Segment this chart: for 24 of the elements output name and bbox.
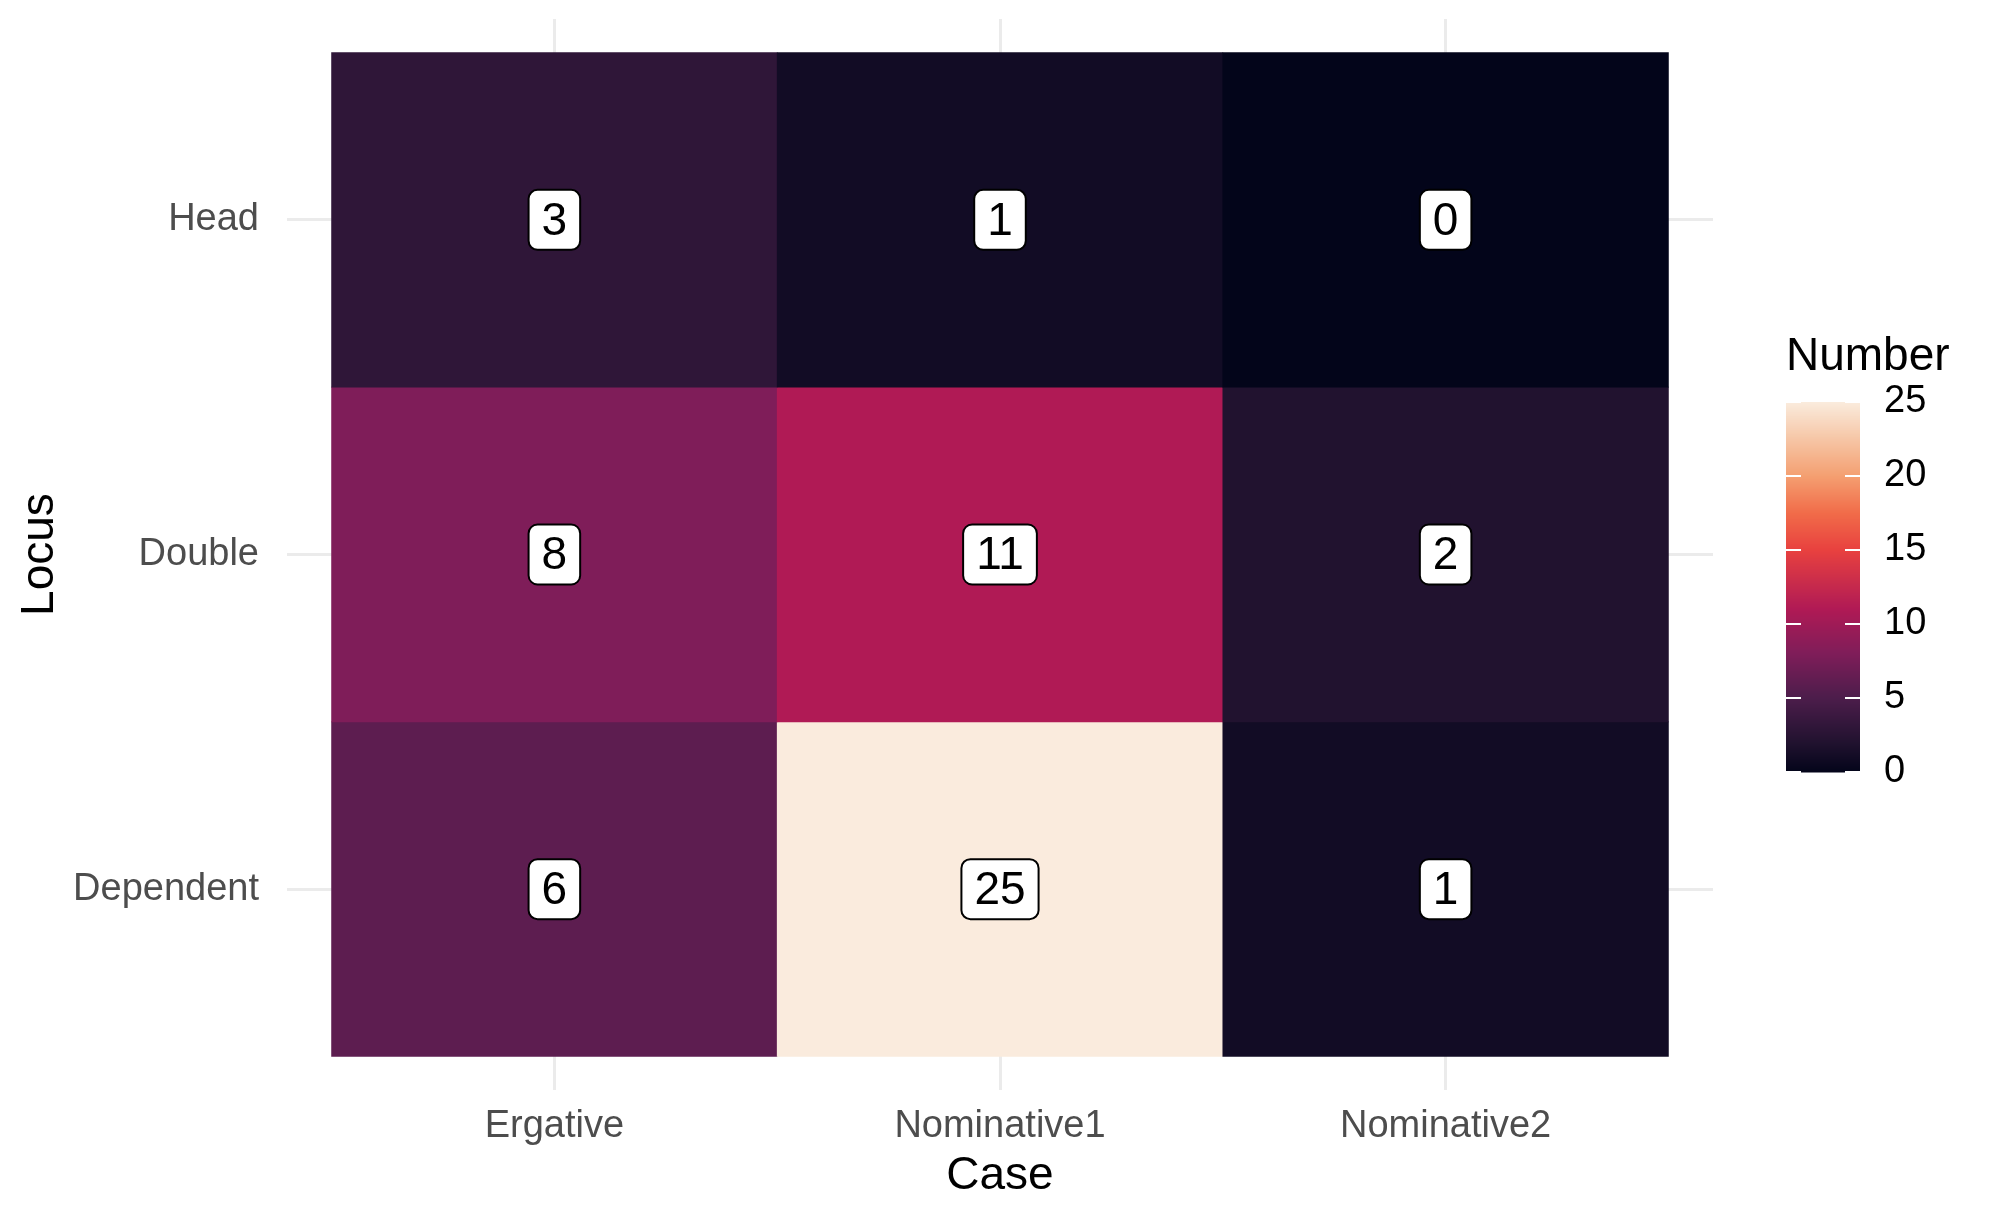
data-label: 0 bbox=[1432, 192, 1459, 245]
data-label: 3 bbox=[541, 192, 568, 245]
x-tick-label: Ergative bbox=[484, 1103, 625, 1146]
data-label: 1 bbox=[987, 192, 1013, 245]
color-bar-label: 15 bbox=[1884, 526, 1927, 569]
x-tick-label: Nominative1 bbox=[894, 1103, 1106, 1146]
color-bar-label: 10 bbox=[1884, 600, 1927, 643]
x-axis-title: Case bbox=[946, 1147, 1054, 1200]
data-label: 11 bbox=[976, 527, 1024, 580]
data-label: 25 bbox=[974, 861, 1026, 914]
color-bar-label: 5 bbox=[1884, 674, 1906, 717]
color-bar-label: 0 bbox=[1884, 748, 1906, 791]
data-label: 8 bbox=[541, 527, 568, 580]
color-bar-title: Number bbox=[1786, 327, 1950, 380]
data-label: 2 bbox=[1432, 527, 1459, 580]
data-label: 1 bbox=[1432, 861, 1459, 914]
y-tick-label: Dependent bbox=[73, 865, 260, 908]
x-tick-label: Nominative2 bbox=[1340, 1103, 1552, 1146]
y-tick-label: Head bbox=[168, 196, 259, 239]
y-tick-label: Double bbox=[138, 530, 259, 573]
data-label: 6 bbox=[541, 861, 568, 914]
y-axis-title: Locus bbox=[11, 493, 64, 616]
color-bar-label: 25 bbox=[1884, 378, 1927, 421]
color-bar-label: 20 bbox=[1884, 452, 1927, 495]
